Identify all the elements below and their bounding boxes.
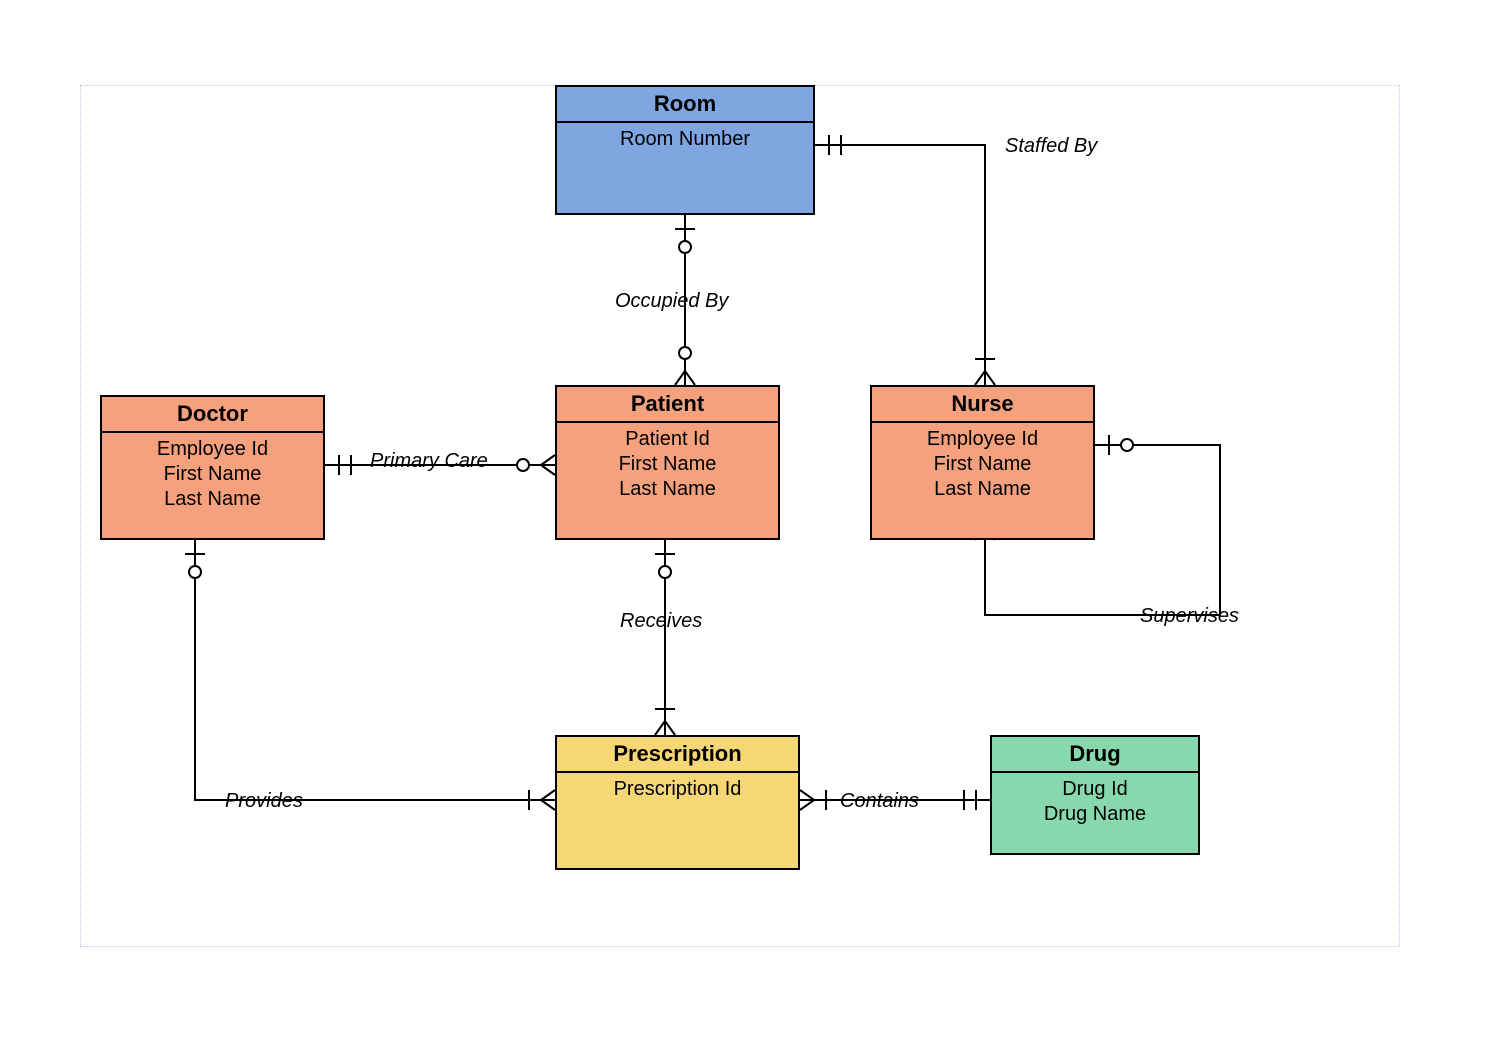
entity-attrs: Prescription Id: [557, 773, 798, 802]
rel-occupied-by: Occupied By: [615, 290, 728, 313]
attr: Room Number: [557, 127, 813, 152]
entity-doctor[interactable]: Doctor Employee Id First Name Last Name: [100, 395, 325, 540]
attr: Employee Id: [872, 427, 1093, 452]
entity-prescription[interactable]: Prescription Prescription Id: [555, 735, 800, 870]
entity-title: Drug: [992, 737, 1198, 773]
entity-title: Patient: [557, 387, 778, 423]
entity-room[interactable]: Room Room Number: [555, 85, 815, 215]
entity-title: Prescription: [557, 737, 798, 773]
attr: Patient Id: [557, 427, 778, 452]
rel-supervises: Supervises: [1140, 605, 1239, 628]
entity-title: Doctor: [102, 397, 323, 433]
attr: Employee Id: [102, 437, 323, 462]
attr: Prescription Id: [557, 777, 798, 802]
entity-attrs: Room Number: [557, 123, 813, 152]
entity-title: Room: [557, 87, 813, 123]
entity-patient[interactable]: Patient Patient Id First Name Last Name: [555, 385, 780, 540]
entity-title: Nurse: [872, 387, 1093, 423]
entity-drug[interactable]: Drug Drug Id Drug Name: [990, 735, 1200, 855]
entity-attrs: Employee Id First Name Last Name: [102, 433, 323, 512]
entity-attrs: Patient Id First Name Last Name: [557, 423, 778, 502]
entity-nurse[interactable]: Nurse Employee Id First Name Last Name: [870, 385, 1095, 540]
entity-attrs: Employee Id First Name Last Name: [872, 423, 1093, 502]
rel-receives: Receives: [620, 610, 702, 633]
attr: Last Name: [557, 477, 778, 502]
rel-provides: Provides: [225, 790, 303, 813]
attr: Drug Id: [992, 777, 1198, 802]
rel-staffed-by: Staffed By: [1005, 135, 1097, 158]
attr: First Name: [557, 452, 778, 477]
er-diagram: Room Room Number Doctor Employee Id Firs…: [0, 0, 1498, 1048]
rel-primary-care: Primary Care: [370, 450, 488, 473]
attr: Last Name: [872, 477, 1093, 502]
attr: First Name: [872, 452, 1093, 477]
attr: First Name: [102, 462, 323, 487]
attr: Last Name: [102, 487, 323, 512]
entity-attrs: Drug Id Drug Name: [992, 773, 1198, 827]
attr: Drug Name: [992, 802, 1198, 827]
rel-contains: Contains: [840, 790, 919, 813]
